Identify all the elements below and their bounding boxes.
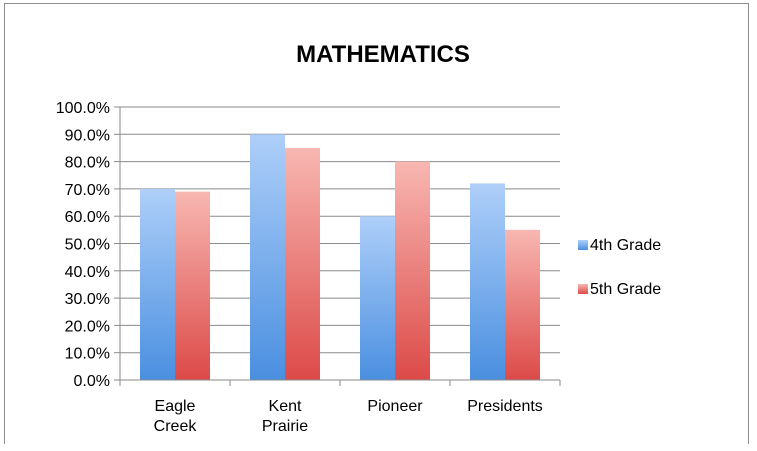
x-category-label: Pioneer	[367, 398, 423, 415]
legend-swatch	[578, 284, 588, 294]
legend: 4th Grade 5th Grade	[578, 237, 661, 298]
legend-label: 5th Grade	[590, 281, 661, 298]
bar-series-2	[505, 229, 540, 380]
bar-series-2	[285, 147, 320, 380]
bar-series-2	[395, 161, 430, 380]
y-tick-label: 80.0%	[65, 155, 110, 172]
bar-series-1	[360, 216, 395, 380]
y-tick-label: 90.0%	[65, 127, 110, 144]
tick-labels: 0.0% 10.0% 20.0% 30.0% 40.0% 50.0% 60.0% 70.0% 8…	[56, 100, 543, 435]
bar-series-1	[250, 134, 285, 380]
y-tick-label: 30.0%	[65, 291, 110, 308]
y-tick-label: 10.0%	[65, 346, 110, 363]
legend-label: 4th Grade	[590, 237, 661, 254]
legend-swatch	[578, 240, 588, 250]
y-tick-label: 0.0%	[74, 373, 110, 390]
x-category-label: Kent Prairie	[262, 398, 308, 435]
y-tick-label: 70.0%	[65, 182, 110, 199]
y-tick-label: 20.0%	[65, 318, 110, 335]
bars	[140, 134, 540, 380]
bar-series-1	[140, 188, 175, 380]
y-tick-label: 100.0%	[56, 100, 110, 117]
bar-series-1	[470, 183, 505, 380]
x-category-label: Eagle Creek	[154, 398, 198, 435]
chart-title: MATHEMATICS	[296, 41, 470, 68]
y-tick-label: 60.0%	[65, 209, 110, 226]
y-tick-label: 50.0%	[65, 237, 110, 254]
bar-series-2	[175, 191, 210, 380]
y-tick-label: 40.0%	[65, 264, 110, 281]
x-category-label: Presidents	[467, 398, 543, 415]
axes	[114, 106, 561, 386]
